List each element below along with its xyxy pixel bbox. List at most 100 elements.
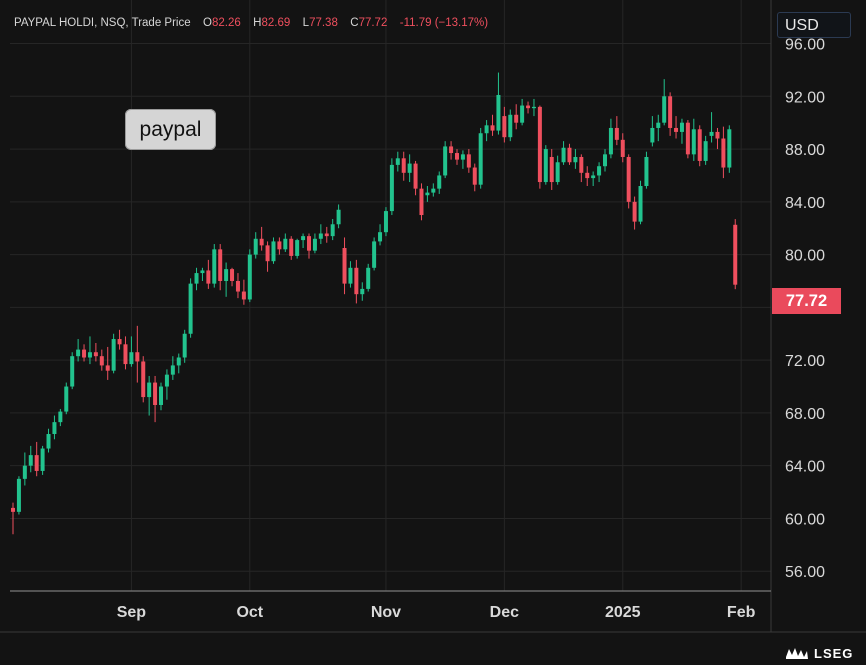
candle-body bbox=[567, 147, 572, 163]
lseg-logo-text: LSEG bbox=[814, 645, 854, 661]
candle-body bbox=[478, 133, 483, 185]
candle-body bbox=[164, 374, 169, 387]
candle-body bbox=[531, 106, 536, 109]
x-tick-label: Sep bbox=[117, 604, 147, 621]
candle bbox=[58, 408, 63, 427]
candle-body bbox=[472, 167, 477, 185]
candle-body bbox=[93, 352, 98, 357]
candle bbox=[164, 369, 169, 400]
candle-body bbox=[194, 273, 199, 284]
candle bbox=[383, 207, 388, 237]
candle-body bbox=[378, 232, 383, 242]
candle-body bbox=[443, 146, 448, 176]
candle-body bbox=[117, 339, 122, 345]
candle-body bbox=[703, 141, 708, 161]
candle bbox=[490, 114, 495, 136]
candle bbox=[212, 244, 217, 288]
candle-body bbox=[64, 386, 69, 412]
candle bbox=[608, 118, 613, 159]
candle-body bbox=[342, 248, 347, 284]
candle bbox=[70, 352, 75, 390]
candle bbox=[283, 233, 288, 252]
candle-body bbox=[407, 163, 412, 173]
candle bbox=[170, 356, 175, 380]
candle bbox=[389, 158, 394, 216]
candle bbox=[549, 149, 554, 190]
candle bbox=[360, 282, 365, 301]
candle-body bbox=[662, 96, 667, 123]
candle bbox=[22, 452, 27, 486]
candle bbox=[318, 224, 323, 245]
candle bbox=[555, 155, 560, 185]
candle bbox=[235, 273, 240, 299]
candle bbox=[514, 104, 519, 130]
candle-body bbox=[230, 269, 235, 281]
candle-body bbox=[555, 162, 560, 183]
candle bbox=[206, 259, 211, 289]
candle bbox=[691, 118, 696, 161]
candle-body bbox=[561, 147, 566, 163]
candle bbox=[241, 279, 246, 305]
candle-body bbox=[206, 270, 211, 284]
candle bbox=[64, 382, 69, 415]
last-price-badge: 77.72 bbox=[772, 288, 841, 314]
candle bbox=[28, 445, 33, 473]
candle bbox=[34, 441, 39, 477]
candle-body bbox=[620, 139, 625, 157]
candle-body bbox=[425, 192, 430, 196]
candle bbox=[472, 163, 477, 192]
y-tick-label: 96.00 bbox=[785, 37, 825, 54]
candle bbox=[93, 342, 98, 362]
currency-selector[interactable]: USD bbox=[777, 12, 851, 38]
candle-body bbox=[697, 129, 702, 161]
candle bbox=[230, 267, 235, 287]
candle-body bbox=[449, 146, 454, 154]
candle bbox=[117, 329, 122, 350]
candle-body bbox=[52, 422, 57, 435]
candle-body bbox=[271, 241, 276, 262]
candle bbox=[644, 151, 649, 189]
symbol-label: PAYPAL HOLDI, NSQ, Trade Price bbox=[14, 17, 191, 29]
candle bbox=[585, 166, 590, 187]
candle-body bbox=[679, 122, 684, 132]
candle bbox=[354, 259, 359, 304]
candle bbox=[579, 154, 584, 183]
candle-body bbox=[324, 233, 329, 237]
candle bbox=[526, 101, 531, 114]
candle bbox=[496, 72, 501, 135]
candle-body bbox=[543, 149, 548, 183]
candle bbox=[679, 118, 684, 144]
candle bbox=[159, 382, 163, 411]
candle bbox=[271, 237, 276, 264]
y-tick-label: 88.00 bbox=[785, 142, 825, 159]
candle bbox=[407, 154, 412, 183]
candle bbox=[597, 162, 602, 183]
candle-body bbox=[431, 188, 436, 193]
candle bbox=[419, 183, 424, 221]
candle-body bbox=[591, 175, 596, 179]
candle bbox=[194, 267, 199, 291]
candle bbox=[674, 116, 679, 139]
candle-body bbox=[496, 94, 501, 131]
candle-body bbox=[70, 356, 75, 387]
candle bbox=[330, 218, 335, 241]
candle bbox=[147, 375, 152, 416]
candle-body bbox=[455, 153, 459, 160]
candle-body bbox=[188, 283, 193, 334]
candle-body bbox=[650, 127, 655, 143]
candle bbox=[76, 339, 81, 362]
candle bbox=[141, 356, 146, 403]
candle-body bbox=[413, 163, 418, 189]
low-key: L bbox=[302, 17, 310, 29]
candle bbox=[336, 204, 341, 229]
candle bbox=[11, 502, 15, 535]
candle-body bbox=[608, 127, 613, 155]
candle bbox=[253, 232, 258, 259]
candle-body bbox=[159, 386, 163, 405]
candle bbox=[443, 141, 448, 179]
candle-body bbox=[123, 344, 128, 365]
candle bbox=[460, 150, 465, 169]
chart-header: PAYPAL HOLDI, NSQ, Trade Price O82.26 H8… bbox=[14, 17, 488, 29]
candle-body bbox=[40, 448, 45, 471]
